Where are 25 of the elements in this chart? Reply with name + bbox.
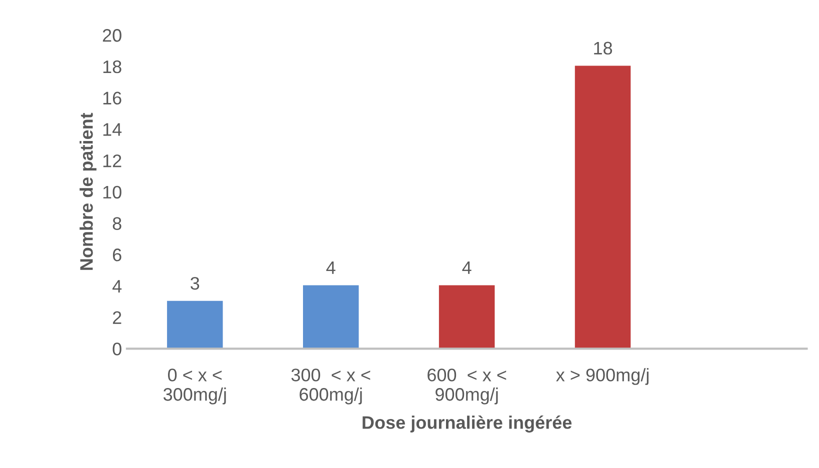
data-label: 3 bbox=[190, 276, 200, 290]
x-tick-label: 300 < x < 600mg/j bbox=[291, 368, 370, 404]
bar bbox=[302, 285, 359, 349]
y-tick-label: 14 bbox=[103, 123, 122, 136]
x-tick-label: 600 < x < 900mg/j bbox=[428, 368, 506, 404]
y-tick-label: 10 bbox=[103, 186, 122, 199]
bar bbox=[438, 285, 495, 349]
y-tick-label: 2 bbox=[112, 311, 122, 324]
x-axis-title: Dose journalière ingérée bbox=[362, 415, 572, 433]
x-tick-label: x > 900mg/j bbox=[556, 368, 648, 385]
y-tick-label: 6 bbox=[112, 248, 122, 262]
y-tick-label: 12 bbox=[103, 154, 122, 168]
y-tick-label: 16 bbox=[103, 92, 122, 105]
y-axis-title: Nombre de patient bbox=[80, 112, 96, 270]
data-label: 4 bbox=[462, 261, 472, 274]
bar bbox=[574, 66, 631, 349]
y-tick-label: 8 bbox=[112, 217, 122, 230]
y-tick-label: 20 bbox=[102, 29, 122, 42]
bar bbox=[167, 300, 223, 349]
y-tick-label: 0 bbox=[112, 342, 122, 356]
x-tick-label: 0 < x < 300mg/j bbox=[163, 368, 226, 404]
data-label: 4 bbox=[326, 261, 336, 274]
data-label: 18 bbox=[594, 42, 612, 55]
y-tick-label: 18 bbox=[103, 60, 122, 74]
y-tick-label: 4 bbox=[112, 280, 122, 292]
